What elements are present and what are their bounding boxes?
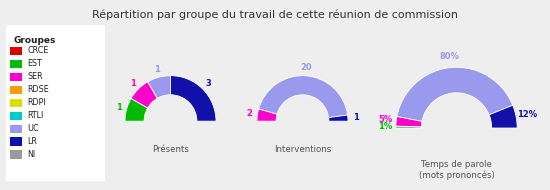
- Text: UC: UC: [28, 124, 39, 133]
- Text: Temps de parole
(mots prononcés): Temps de parole (mots prononcés): [419, 160, 494, 180]
- Text: Répartition par groupe du travail de cette réunion de commission: Répartition par groupe du travail de cet…: [92, 10, 458, 20]
- Bar: [10, 99, 23, 107]
- Text: 20: 20: [300, 63, 312, 72]
- Wedge shape: [125, 98, 147, 121]
- Wedge shape: [397, 67, 513, 121]
- Bar: [10, 73, 23, 81]
- Text: 12%: 12%: [517, 110, 537, 119]
- Wedge shape: [170, 76, 216, 121]
- Text: NI: NI: [28, 150, 35, 159]
- Wedge shape: [148, 76, 170, 98]
- Bar: [10, 60, 23, 68]
- Text: LR: LR: [28, 137, 37, 146]
- Text: Interventions: Interventions: [274, 145, 331, 154]
- Text: 1%: 1%: [378, 122, 392, 131]
- Bar: [10, 125, 23, 133]
- Text: 1: 1: [153, 65, 160, 74]
- Bar: [10, 138, 23, 146]
- FancyBboxPatch shape: [3, 22, 107, 184]
- Text: 5%: 5%: [378, 116, 393, 124]
- Text: 2: 2: [246, 109, 252, 118]
- Text: EST: EST: [28, 59, 42, 68]
- Wedge shape: [489, 105, 517, 128]
- Text: SER: SER: [28, 72, 43, 81]
- Text: RDSE: RDSE: [28, 85, 49, 94]
- Text: 1: 1: [116, 103, 122, 112]
- Wedge shape: [131, 82, 157, 108]
- Text: CRCE: CRCE: [28, 46, 48, 55]
- Wedge shape: [257, 109, 277, 121]
- Text: 1: 1: [353, 113, 359, 122]
- Text: Groupes: Groupes: [13, 36, 56, 45]
- Wedge shape: [258, 76, 348, 118]
- Text: 3: 3: [206, 79, 211, 88]
- Bar: [10, 112, 23, 120]
- Text: RDPI: RDPI: [28, 98, 46, 107]
- Bar: [10, 150, 23, 158]
- Text: Présents: Présents: [152, 145, 189, 154]
- Bar: [10, 86, 23, 94]
- Text: 1: 1: [130, 79, 135, 88]
- Bar: [10, 47, 23, 55]
- Text: RTLI: RTLI: [28, 111, 43, 120]
- Wedge shape: [329, 115, 348, 121]
- Text: 80%: 80%: [439, 52, 460, 61]
- Wedge shape: [396, 126, 421, 128]
- Wedge shape: [396, 116, 422, 127]
